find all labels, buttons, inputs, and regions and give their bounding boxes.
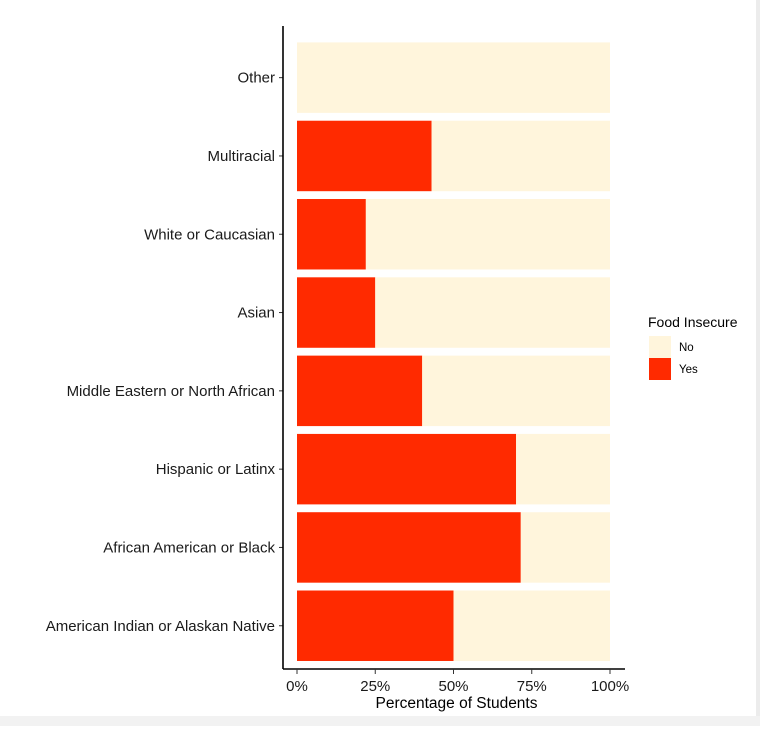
bar-no-american-indian-or-alaskan-native [453,590,610,661]
y-tick-label: Middle Eastern or North African [67,383,275,400]
x-tick-label: 75% [517,678,547,695]
bar-yes-white-or-caucasian [297,199,366,270]
legend-label-yes: Yes [679,364,698,376]
y-tick-label: Asian [237,305,275,322]
y-tick-label: American Indian or Alaskan Native [46,618,275,635]
legend-label-no: No [679,342,694,354]
legend-swatch-yes [649,358,671,380]
y-tick-label: Multiracial [207,148,275,165]
bar-yes-asian [297,277,376,348]
bar-no-middle-eastern-or-north-african [422,355,610,427]
y-tick-label: White or Caucasian [144,226,275,243]
bar-no-other [297,42,610,113]
bar-no-african-american-or-black [520,512,610,583]
bar-yes-hispanic-or-latinx [297,433,517,505]
bar-yes-american-indian-or-alaskan-native [297,590,454,661]
bottom-border-strip [0,716,760,726]
axes-group: American Indian or Alaskan Native African… [46,26,629,712]
bar-no-white-or-caucasian [365,199,610,270]
right-border-strip [756,0,760,716]
bar-no-asian [375,277,610,348]
bar-no-hispanic-or-latinx [516,433,610,505]
x-tick-label: 25% [360,678,390,695]
bar-no-multiracial [431,120,610,192]
bar-yes-middle-eastern-or-north-african [297,355,423,427]
legend: Food Insecure No Yes [648,314,738,380]
x-axis-title: Percentage of Students [375,695,537,712]
bar-group [297,42,610,661]
x-tick-label: 50% [438,678,468,695]
y-tick-label: Other [237,70,275,87]
legend-swatch-no [649,336,671,358]
bar-yes-african-american-or-black [297,512,521,583]
y-tick-label: Hispanic or Latinx [156,461,276,478]
legend-title: Food Insecure [648,314,738,330]
bar-yes-multiracial [297,120,432,192]
x-tick-label: 100% [591,678,629,695]
x-tick-label: 0% [286,678,308,695]
y-tick-label: African American or Black [103,539,275,556]
